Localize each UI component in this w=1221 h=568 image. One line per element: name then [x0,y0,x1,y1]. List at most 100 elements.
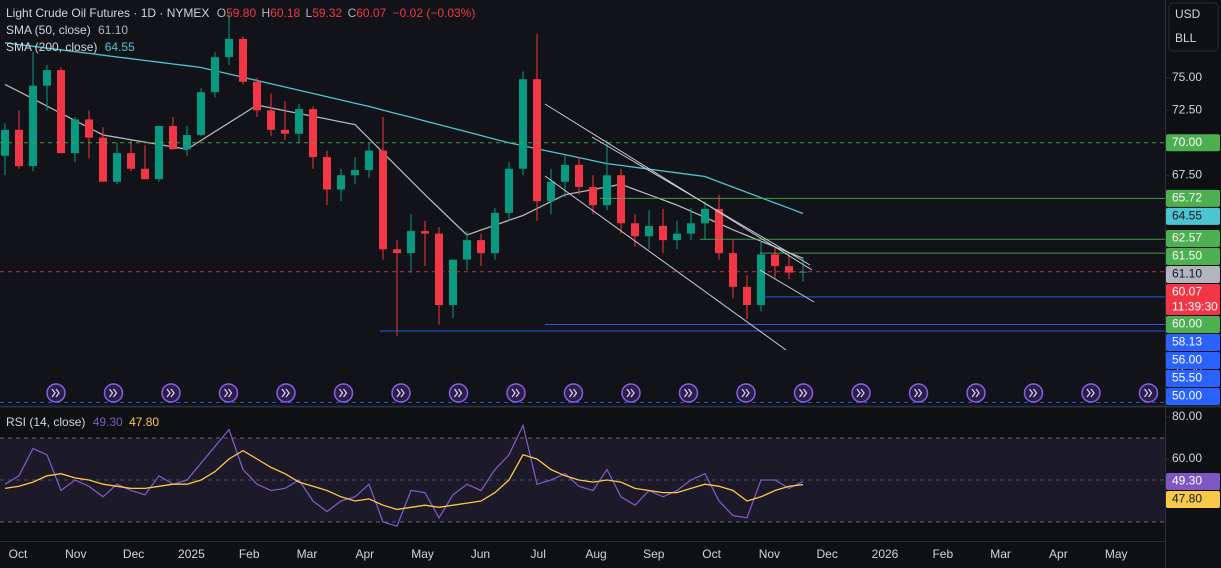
candle-body [211,57,219,93]
price-tag [1166,207,1220,225]
price-tag [1166,248,1220,265]
rsi-ma-value: 47.80 [129,415,159,429]
event-icon-circle [448,383,469,403]
candle-body [393,249,401,254]
symbol-legend: Light Crude Oil Futures · 1D · NYMEX O59… [6,6,475,20]
time-label: May [411,547,434,561]
event-icon-circle [333,383,354,403]
price-tag [1166,266,1220,283]
event-icon[interactable] [46,383,66,403]
event-icon-circle [793,383,814,403]
price-tag-label: 62.57 [1172,231,1202,245]
event-icon[interactable] [1081,383,1101,403]
event-icon[interactable] [391,383,411,403]
price-tag [1166,134,1220,152]
trend-line [759,269,815,303]
ohlc-value: 59.80 [226,6,256,20]
rsi-legend: RSI (14, close) 49.30 47.80 [6,415,159,429]
event-icon[interactable] [1023,383,1044,403]
event-icon[interactable] [448,383,469,403]
price-tag-label: 64.55 [1172,209,1202,223]
time-label: 2025 [178,547,205,561]
candle-body [309,109,317,158]
candle-body [169,125,177,150]
candle-body [239,38,247,82]
price-tag-label: 56.00 [1172,353,1202,367]
currency[interactable]: USD [1175,7,1201,21]
ohlc-value: 59.32 [312,6,342,20]
event-icon-glyph [1086,388,1095,398]
candle-body [337,175,345,190]
event-icon-glyph [741,388,750,398]
event-icon[interactable] [563,383,584,403]
event-icon[interactable] [851,383,871,403]
event-icon[interactable] [966,383,986,403]
time-label: Feb [932,547,953,561]
time-label: Mar [297,547,318,561]
price-tag-label: 47.80 [1172,492,1202,506]
candle-body [351,170,359,176]
candle-body [771,254,779,267]
candle-body [43,70,51,86]
candle-body [631,223,639,237]
currency-box[interactable] [1168,2,1219,52]
candle-body [323,157,331,190]
unit[interactable]: BLL [1175,31,1197,45]
candle-body [575,164,583,187]
candle-body [729,253,737,287]
sma-value: 64.55 [105,40,135,54]
trend-line [591,136,811,266]
candle-body [15,129,23,167]
price-tag [1166,490,1220,508]
y-tick-label: 60.00 [1172,451,1202,465]
candle-body [505,168,513,213]
countdown: 11:39:30 [1172,300,1218,314]
event-icon-circle [218,383,239,403]
event-icon[interactable] [506,383,526,403]
time-label: Jul [531,547,546,561]
candle-body [477,240,485,254]
time-label: Dec [817,547,838,561]
candle-body [253,81,261,111]
price-tag-label: 55.50 [1172,371,1202,385]
trend-line [544,175,787,351]
price-tag-label: 50.00 [1172,389,1202,403]
candle-body [743,286,751,306]
event-icon[interactable] [678,383,699,403]
event-icon[interactable] [161,383,181,403]
event-icon[interactable] [793,383,814,403]
event-icon[interactable] [218,383,239,403]
event-icon-glyph [453,388,463,398]
event-icon-circle [678,383,699,403]
time-label: 2026 [872,547,899,561]
candle-body [617,175,625,224]
y-tick-label: 72.50 [1172,103,1202,117]
candle-body [281,129,289,134]
candle-body [183,135,191,150]
candle-body [701,208,709,224]
time-label: Mar [990,547,1011,561]
time-label: Dec [123,547,144,561]
y-tick-label: 75.00 [1172,70,1202,84]
event-icon[interactable] [736,383,756,403]
event-icon[interactable] [621,383,641,403]
event-icon-glyph [108,388,118,398]
candle-body [435,233,443,306]
event-icon-glyph [971,388,980,398]
event-icon[interactable] [1138,383,1159,403]
rsi-value: 49.30 [93,415,123,429]
event-icon[interactable] [333,383,354,403]
event-icon[interactable] [908,383,929,403]
time-label: Apr [355,547,374,561]
price-tag-label: 58.13 [1172,335,1202,349]
event-icon-circle [276,383,296,403]
event-icon[interactable] [276,383,296,403]
price-tag [1166,316,1220,333]
price-tag-label: 49.30 [1172,474,1202,488]
time-label: Nov [759,547,780,561]
price-tag-label: 61.50 [1172,249,1202,263]
candle-body [645,225,653,237]
candle-body [757,254,765,306]
event-icon[interactable] [103,383,124,403]
